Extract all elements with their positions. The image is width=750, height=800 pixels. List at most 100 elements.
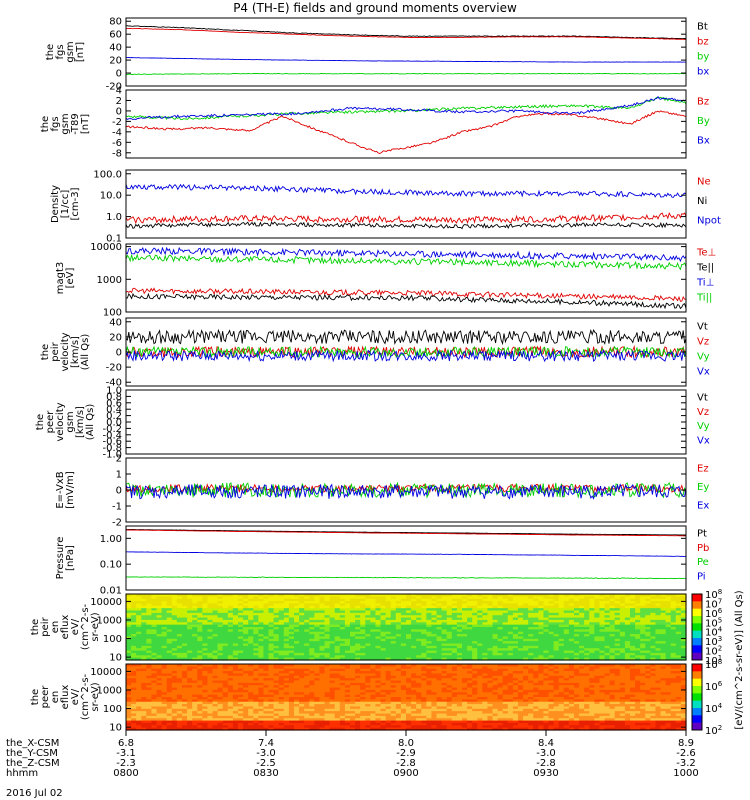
spectrogram-cell [288, 624, 295, 628]
spectrogram-cell [650, 608, 657, 612]
spectrogram-cell [553, 638, 560, 642]
spectrogram-cell [426, 605, 433, 609]
spectrogram-cell [304, 612, 310, 616]
spectrogram-cell [344, 610, 351, 614]
spectrogram-cell [253, 694, 259, 698]
y-axis-label: the [40, 344, 51, 360]
spectrogram-cell [243, 648, 249, 652]
spectrogram-cell [329, 631, 336, 635]
spectrogram-cell [492, 601, 499, 605]
spectrogram-cell [126, 608, 132, 612]
spectrogram-cell [187, 638, 193, 642]
spectrogram-cell [650, 648, 657, 652]
spectrogram-cell [553, 615, 560, 619]
spectrogram-cell [283, 664, 290, 667]
spectrogram-cell [176, 664, 183, 667]
spectrogram-cell [589, 657, 595, 661]
spectrogram-cell [375, 664, 382, 667]
spectrogram-cell [472, 645, 478, 649]
spectrogram-cell [268, 673, 275, 677]
spectrogram-cell [227, 664, 234, 667]
spectrogram-cell [375, 722, 382, 726]
y-tick-label: 1000 [97, 615, 122, 626]
spectrogram-cell [630, 619, 636, 623]
spectrogram-cell [217, 715, 224, 719]
spectrogram-cell [385, 598, 392, 602]
spectrogram-cell [655, 594, 662, 597]
spectrogram-cell [589, 612, 595, 616]
spectrogram-cell [665, 627, 672, 630]
spectrogram-cell [624, 610, 631, 614]
spectrogram-cell [309, 727, 315, 731]
spectrogram-cell [176, 652, 183, 656]
spectrogram-cell [355, 624, 361, 628]
spectrogram-cell [309, 615, 315, 619]
spectrogram-cell [217, 631, 224, 635]
spectrogram-cell [456, 619, 463, 623]
spectrogram-cell [604, 629, 611, 633]
spectrogram-cell [487, 657, 494, 661]
spectrogram-cell [584, 615, 590, 619]
spectrogram-cell [329, 668, 336, 672]
spectrogram-cell [238, 668, 244, 672]
spectrogram-cell [161, 617, 168, 621]
spectrogram-cell [528, 636, 534, 640]
spectrogram-cell [543, 596, 550, 600]
spectrogram-cell [365, 680, 371, 684]
spectrogram-cell [141, 627, 147, 630]
spectrogram-cell [248, 706, 254, 710]
spectrogram-cell [355, 617, 361, 621]
spectrogram-cell [487, 648, 494, 652]
panel-frame [125, 243, 687, 313]
spectrogram-cell [472, 648, 478, 652]
spectrogram-cell [497, 641, 504, 645]
spectrogram-cell [273, 682, 280, 686]
spectrogram-cell [518, 655, 524, 659]
y-tick-label: 0.0 [106, 418, 122, 429]
spectrogram-cell [314, 682, 321, 686]
spectrogram-cell [380, 624, 387, 628]
spectrogram-cell [263, 598, 270, 602]
spectrogram-cell [390, 692, 397, 696]
spectrogram-cell [258, 706, 265, 710]
spectrogram-cell [370, 617, 377, 621]
spectrogram-cell [217, 601, 224, 605]
spectrogram-cell [462, 652, 468, 656]
spectrogram-cell [156, 650, 163, 654]
spectrogram-cell [197, 605, 203, 609]
spectrogram-cell [365, 675, 371, 679]
spectrogram-cell [258, 619, 265, 623]
spectrogram-cell [334, 699, 341, 703]
spectrogram-cell [197, 617, 203, 621]
spectrogram-cell [171, 648, 178, 652]
spectrogram-cell [222, 722, 229, 726]
spectrogram-cell [197, 643, 203, 647]
spectrogram-cell [294, 603, 300, 607]
series-Npot [125, 183, 687, 198]
spectrogram-cell [253, 608, 259, 612]
spectrogram-cell [370, 701, 377, 705]
spectrogram-cell [365, 692, 371, 696]
spectrogram-cell [426, 636, 433, 640]
spectrogram-cell [487, 634, 494, 638]
spectrogram-cell [624, 634, 631, 638]
spectrogram-cell [253, 603, 259, 607]
spectrogram-cell [217, 694, 224, 698]
spectrogram-cell [334, 645, 341, 649]
spectrogram-cell [630, 643, 636, 647]
spectrogram-cell [619, 605, 626, 609]
spectrogram-cell [344, 715, 351, 719]
spectrogram-cell [594, 601, 601, 605]
spectrogram-cell [258, 650, 265, 654]
spectrogram-cell [166, 699, 173, 703]
spectrogram-cell [171, 697, 178, 700]
spectrogram-cell [385, 645, 392, 649]
spectrogram-cell [395, 605, 402, 609]
spectrogram-cell [176, 668, 183, 672]
spectrogram-cell [635, 612, 641, 616]
spectrogram-cell [187, 603, 193, 607]
spectrogram-cell [344, 641, 351, 645]
spectrogram-cell [380, 713, 387, 717]
spectrogram-cell [599, 657, 606, 661]
spectrogram-cell [660, 615, 667, 619]
